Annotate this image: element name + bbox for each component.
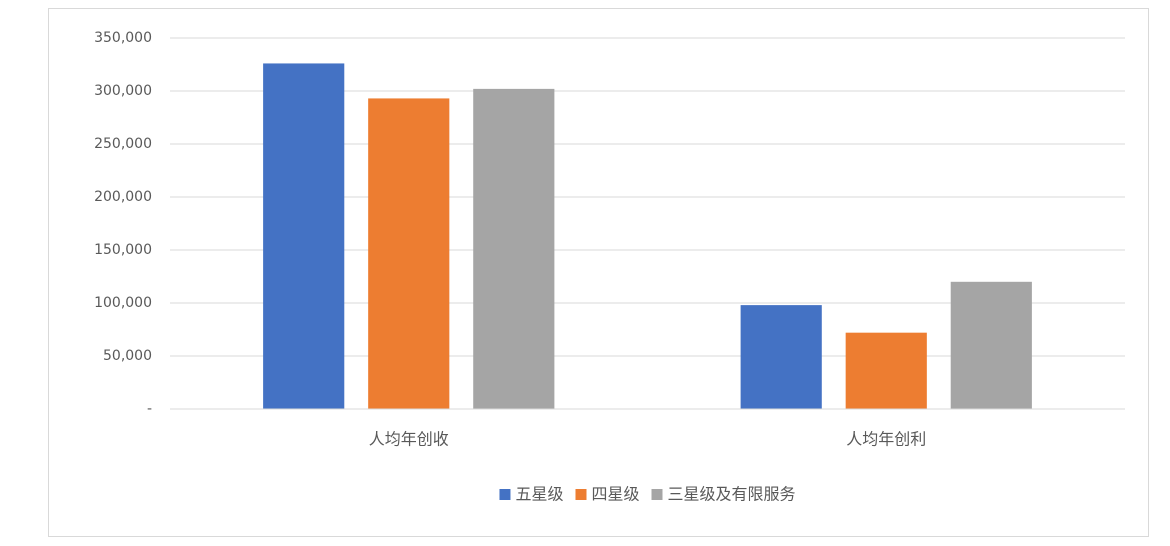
x-tick-label: 人均年创利	[846, 430, 926, 449]
legend-label: 四星级	[591, 485, 639, 504]
x-tick-label: 人均年创收	[369, 430, 449, 449]
y-tick-label: 200,000	[94, 189, 152, 205]
legend-label: 三星级及有限服务	[668, 485, 796, 504]
bar	[263, 63, 345, 409]
bar	[368, 98, 450, 410]
legend-swatch	[651, 489, 663, 500]
legend-swatch	[575, 489, 587, 500]
y-tick-label: 50,000	[103, 348, 152, 364]
y-tick-label: 350,000	[94, 30, 152, 46]
bar	[740, 305, 822, 409]
y-tick-label: 300,000	[94, 83, 152, 99]
bar	[473, 88, 555, 409]
bar	[950, 281, 1032, 409]
legend-swatch	[499, 489, 511, 500]
y-tick-label: 100,000	[94, 295, 152, 311]
y-tick-label: -	[147, 401, 152, 417]
y-tick-label: 250,000	[94, 136, 152, 152]
chart-border	[48, 8, 1149, 537]
bar	[845, 332, 927, 409]
y-tick-label: 150,000	[94, 242, 152, 258]
legend-label: 五星级	[515, 485, 563, 504]
